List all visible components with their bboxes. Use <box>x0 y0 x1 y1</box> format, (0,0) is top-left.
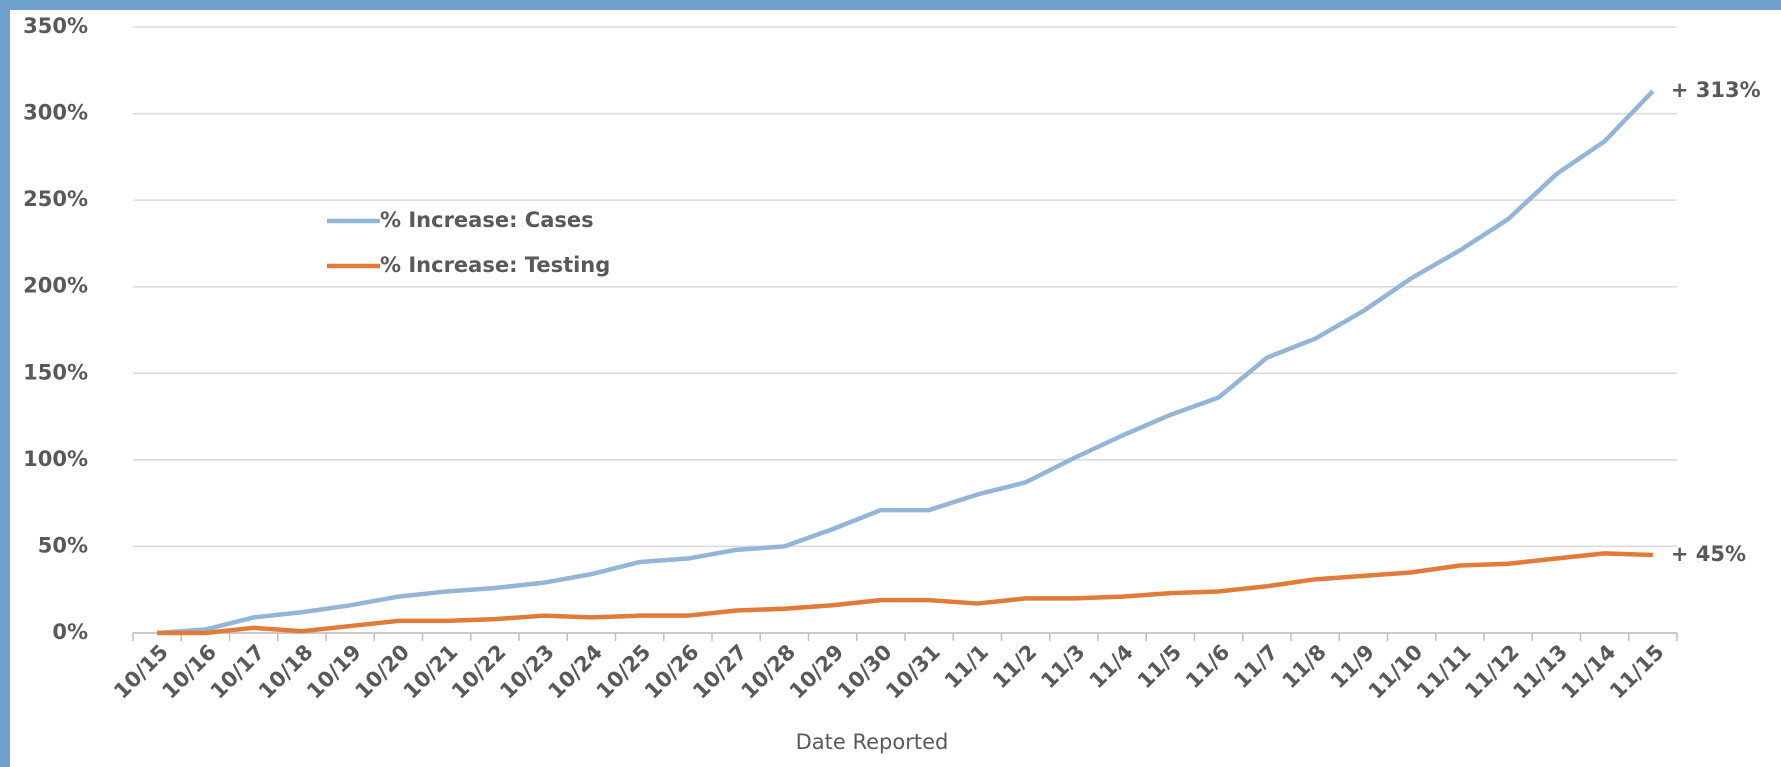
x-tick-label: 10/20 <box>350 640 414 704</box>
x-tick-label: 11/1 <box>940 640 993 693</box>
x-tick-label: 10/29 <box>785 640 849 704</box>
x-tick-label: 10/25 <box>592 640 656 704</box>
x-tick-label: 11/4 <box>1085 640 1138 693</box>
x-tick-label: 10/21 <box>399 640 463 704</box>
series-line <box>157 551 1653 636</box>
y-tick-label: 300% <box>23 101 88 125</box>
x-tick-label: 11/12 <box>1460 640 1524 704</box>
x-tick-label: 10/22 <box>447 640 511 704</box>
x-tick-label: 10/28 <box>736 640 800 704</box>
x-axis-title: Date Reported <box>796 730 949 754</box>
chart: Date Reported 0% 50% 100% 150% 200% 250% 300% 3… <box>10 10 1781 767</box>
x-tick-label: 10/19 <box>302 640 366 704</box>
x-tick-label: 10/17 <box>206 640 270 704</box>
x-tick-label: 10/24 <box>543 640 607 704</box>
x-tick-label: 11/10 <box>1364 640 1428 704</box>
x-tick-label: 11/6 <box>1181 640 1234 693</box>
x-tick-label: 11/8 <box>1278 640 1331 693</box>
x-tick-label: 11/14 <box>1557 640 1621 704</box>
x-tick-label: 10/15 <box>109 640 173 704</box>
legend-label: % Increase: Cases <box>380 208 594 232</box>
x-tick-label: 11/13 <box>1508 640 1572 704</box>
x-tick-label: 11/15 <box>1605 640 1669 704</box>
y-tick-label: 250% <box>23 187 88 211</box>
x-tick-label: 10/18 <box>254 640 318 704</box>
y-tick-label: 150% <box>23 360 88 384</box>
x-tick-label: 10/27 <box>688 640 752 704</box>
x-tick-label: 10/31 <box>881 640 945 704</box>
x-tick-label: 11/2 <box>988 640 1041 693</box>
x-tick-label: 10/23 <box>495 640 559 704</box>
end-label: + 45% <box>1671 542 1746 566</box>
x-tick-label: 11/11 <box>1412 640 1476 704</box>
x-tick-label: 10/16 <box>157 640 221 704</box>
y-tick-label: 200% <box>23 274 88 298</box>
y-tick-label: 100% <box>23 447 88 471</box>
x-tick-label: 10/30 <box>833 640 897 704</box>
end-label: + 313% <box>1671 78 1761 102</box>
x-tick-label: 11/3 <box>1036 640 1089 693</box>
series-line <box>156 89 1655 636</box>
y-tick-label: 50% <box>38 533 88 557</box>
x-tick-label: 11/5 <box>1133 640 1186 693</box>
legend-label: % Increase: Testing <box>380 253 610 277</box>
x-tick-label: 10/26 <box>640 640 704 704</box>
y-tick-label: 350% <box>23 14 88 38</box>
y-tick-label: 0% <box>52 620 88 644</box>
x-tick-label: 11/7 <box>1229 640 1282 693</box>
